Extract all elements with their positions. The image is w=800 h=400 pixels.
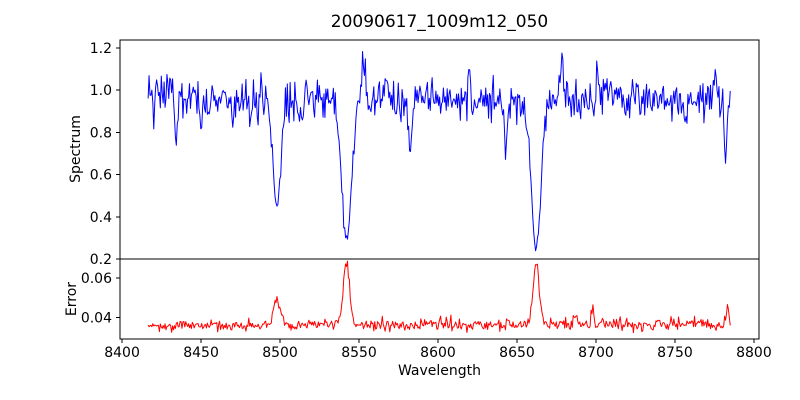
spectrum-y-axis-label: Spectrum (68, 115, 84, 183)
error-y-axis-label: Error (64, 281, 80, 317)
x-tick-label: 8650 (499, 345, 535, 361)
x-tick-label: 8750 (657, 345, 693, 361)
spectrum-panel-frame (119, 39, 760, 260)
spectrum-y-tick-label: 0.8 (90, 125, 112, 141)
spectrum-y-tick-label: 1.0 (90, 83, 112, 99)
x-axis-label: Wavelength (397, 363, 482, 379)
error-y-tick-label: 0.06 (81, 271, 112, 287)
error-panel-frame (119, 258, 760, 340)
spectrum-y-tick-label: 1.2 (90, 41, 112, 57)
error-line (147, 260, 731, 334)
x-tick-label: 8600 (420, 345, 456, 361)
spectrum-y-tick-label: 0.4 (90, 210, 112, 226)
spectrum-line (147, 50, 731, 252)
x-tick-label: 8800 (736, 345, 772, 361)
x-tick-label: 8450 (183, 345, 219, 361)
x-tick-label: 8550 (341, 345, 377, 361)
x-tick-label: 8700 (578, 345, 614, 361)
spectrum-y-tick-label: 0.2 (90, 252, 112, 268)
spectrum-y-tick-label: 0.6 (90, 168, 112, 184)
chart-title: 20090617_1009m12_050 (330, 12, 549, 32)
x-tick-label: 8400 (104, 345, 140, 361)
x-tick-label: 8500 (262, 345, 298, 361)
error-y-tick-label: 0.04 (81, 310, 112, 326)
